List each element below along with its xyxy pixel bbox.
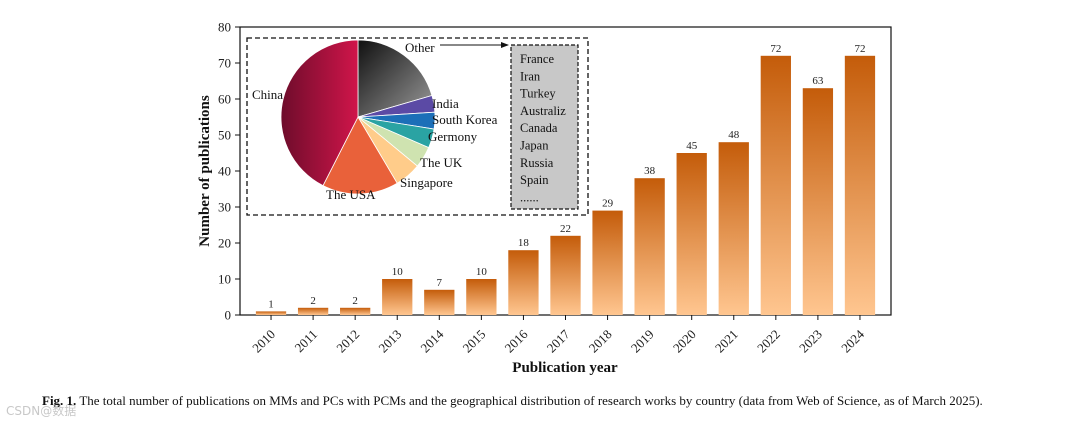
other-country-item: France (520, 52, 554, 66)
inset-frame (246, 37, 589, 216)
bar-data-label: 2 (352, 295, 358, 307)
bar-data-label: 48 (728, 129, 740, 141)
bar-data-label: 7 (437, 277, 443, 289)
watermark: CSDN@数据 (6, 404, 77, 418)
caption-text: The total number of publications on MMs … (79, 393, 983, 408)
bar-data-label: 45 (686, 140, 698, 152)
other-countries-box (510, 44, 579, 210)
pie-slice-label: China (252, 87, 283, 102)
bar-data-label: 22 (560, 223, 571, 235)
x-tick-label: 2023 (796, 327, 825, 356)
bar-data-label: 10 (392, 266, 404, 278)
bar-data-label: 38 (644, 165, 656, 177)
x-tick-label: 2011 (292, 327, 321, 356)
bar (508, 250, 539, 315)
bar (676, 153, 707, 315)
other-countries-list: France Iran Turkey Australiz Canada Japan Russ… (520, 52, 566, 204)
other-country-item: Canada (520, 121, 558, 135)
other-country-item: Iran (520, 69, 541, 83)
pie-slice-label: The UK (420, 155, 463, 170)
other-country-item: Spain (520, 173, 549, 187)
y-tick-label: 40 (218, 164, 231, 179)
y-tick-label: 30 (218, 200, 231, 215)
other-country-item: Australiz (520, 104, 566, 118)
bar-data-label: 72 (854, 43, 865, 55)
other-country-item: ...... (520, 190, 539, 204)
x-tick-label: 2019 (628, 327, 657, 356)
bar (844, 55, 876, 316)
y-axis: 0 10 20 30 40 50 60 70 80 (218, 20, 240, 323)
x-tick-label: 2022 (754, 327, 783, 356)
other-country-item: Turkey (520, 87, 556, 101)
bar (634, 178, 665, 315)
pie-slice-label: Other (405, 40, 435, 55)
caption-label: Fig. 1. (42, 393, 77, 408)
bar-data-label: 72 (770, 43, 781, 55)
x-axis-title: Publication year (512, 360, 618, 376)
other-country-item: Russia (520, 156, 554, 170)
bar-data-label: 1 (268, 298, 274, 310)
bar-data-label: 29 (602, 198, 614, 210)
pie-slice-label: The USA (326, 187, 376, 202)
bar (340, 307, 371, 315)
x-tick-label: 2014 (417, 326, 446, 355)
pie-slice-label: India (432, 96, 459, 111)
y-tick-label: 60 (218, 92, 231, 107)
y-tick-label: 50 (218, 128, 231, 143)
x-axis: 2010 2011 2012 2013 2014 2015 2016 2017 2018 2019… (249, 315, 867, 356)
bar (718, 142, 749, 315)
bar (550, 235, 581, 315)
x-tick-label: 2024 (838, 326, 867, 355)
bar (382, 279, 413, 315)
x-tick-label: 2012 (333, 327, 362, 356)
bar (466, 279, 497, 315)
bar-data-label: 10 (476, 266, 488, 278)
bar-data-label: 2 (310, 295, 316, 307)
x-tick-label: 2020 (670, 327, 699, 356)
other-country-item: Japan (520, 139, 549, 153)
pie-slice-label: South Korea (432, 112, 498, 127)
bar (255, 311, 287, 315)
pie-slice-label: Germony (428, 129, 478, 144)
pie-slice (357, 39, 433, 118)
bar-data-label: 18 (518, 237, 530, 249)
pie-chart (280, 39, 436, 195)
bar-data-label: 63 (812, 75, 824, 87)
x-tick-label: 2013 (375, 327, 404, 356)
x-tick-label: 2016 (502, 326, 531, 355)
x-tick-label: 2017 (544, 326, 573, 355)
x-tick-label: 2015 (459, 327, 488, 356)
bar (592, 210, 623, 315)
y-tick-label: 20 (218, 236, 231, 251)
bar (424, 289, 455, 315)
pie-slice (280, 39, 359, 187)
figure-caption: Fig. 1. The total number of publications… (42, 393, 1052, 408)
pie-slice (322, 116, 398, 195)
bar (297, 307, 329, 315)
bar (802, 88, 834, 315)
y-tick-label: 10 (218, 272, 231, 287)
y-axis-title: Number of publications (197, 95, 213, 247)
y-tick-label: 70 (218, 56, 231, 71)
pie-slice-label: Singapore (400, 175, 453, 190)
x-tick-label: 2021 (712, 327, 741, 356)
x-tick-label: 2018 (586, 327, 615, 356)
y-tick-label: 80 (218, 20, 231, 35)
y-tick-label: 0 (225, 308, 232, 323)
x-tick-label: 2010 (249, 327, 278, 356)
bar (760, 55, 791, 316)
